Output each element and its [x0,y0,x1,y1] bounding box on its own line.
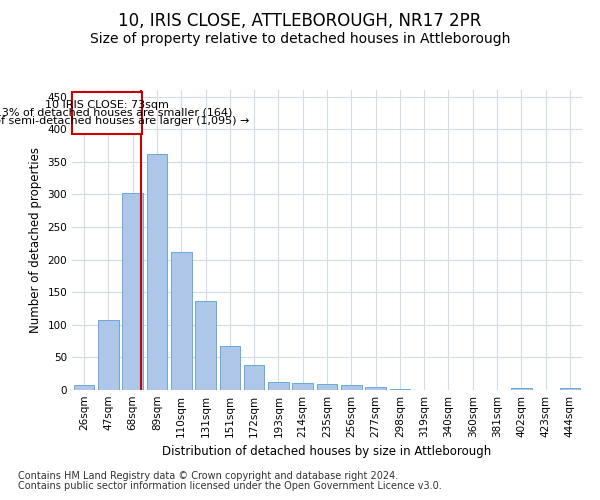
Text: Size of property relative to detached houses in Attleborough: Size of property relative to detached ho… [90,32,510,46]
Text: Contains public sector information licensed under the Open Government Licence v3: Contains public sector information licen… [18,481,442,491]
Text: 86% of semi-detached houses are larger (1,095) →: 86% of semi-detached houses are larger (… [0,116,249,126]
Text: ← 13% of detached houses are smaller (164): ← 13% of detached houses are smaller (16… [0,108,232,118]
Bar [317,384,337,390]
Bar [146,154,167,390]
Bar [220,346,240,390]
FancyBboxPatch shape [72,92,142,134]
Text: 10 IRIS CLOSE: 73sqm: 10 IRIS CLOSE: 73sqm [45,100,169,110]
Bar [389,388,410,390]
Bar [268,382,289,390]
Bar [195,302,216,390]
Text: Contains HM Land Registry data © Crown copyright and database right 2024.: Contains HM Land Registry data © Crown c… [18,471,398,481]
Bar [171,252,191,390]
Bar [365,386,386,390]
Bar [560,388,580,390]
Text: 10, IRIS CLOSE, ATTLEBOROUGH, NR17 2PR: 10, IRIS CLOSE, ATTLEBOROUGH, NR17 2PR [118,12,482,30]
Bar [74,385,94,390]
Bar [244,365,265,390]
Y-axis label: Number of detached properties: Number of detached properties [29,147,42,333]
X-axis label: Distribution of detached houses by size in Attleborough: Distribution of detached houses by size … [163,446,491,458]
Bar [98,320,119,390]
Bar [292,384,313,390]
Bar [122,193,143,390]
Bar [341,386,362,390]
Bar [511,388,532,390]
